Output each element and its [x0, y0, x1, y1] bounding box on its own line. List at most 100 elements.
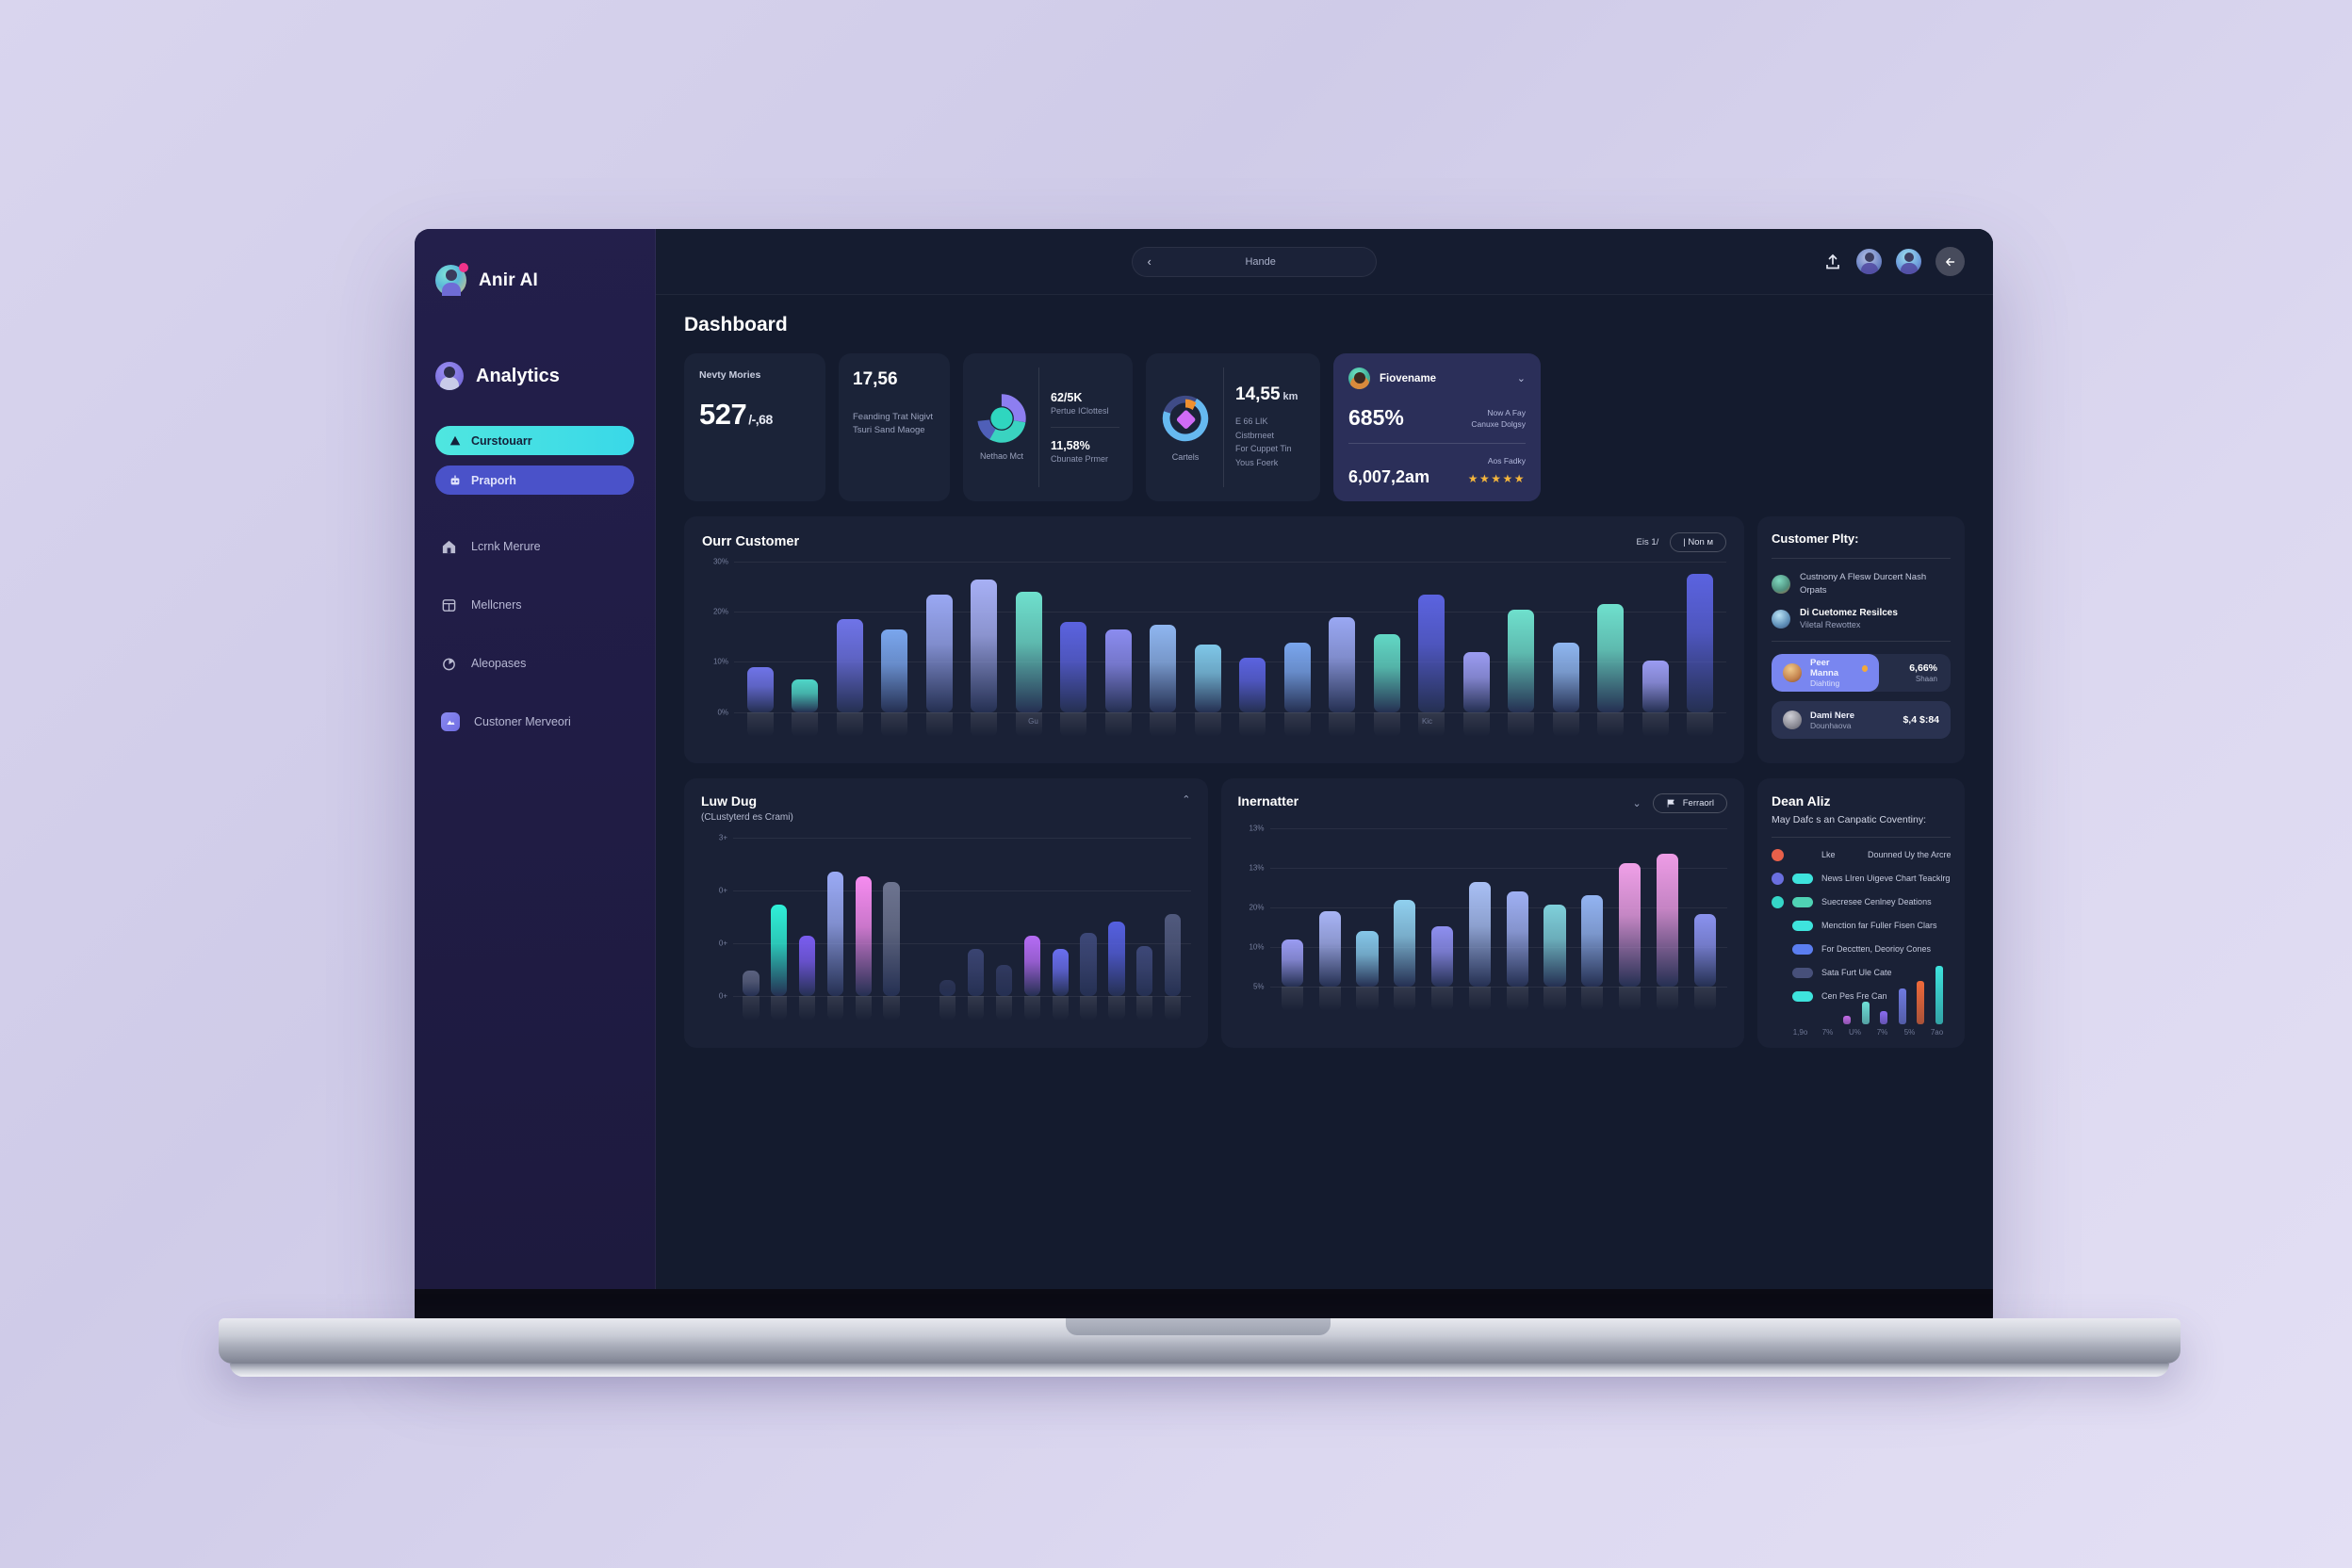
bar-column[interactable] [1499, 562, 1544, 737]
kpi-value-wrap: 14,55 km [1235, 384, 1307, 405]
mini-bar-column[interactable] [1878, 966, 1890, 1025]
chart-range-label[interactable]: Eis 1/ [1636, 536, 1659, 547]
kpi-card-donut-stats[interactable]: Nethao Mct 62/5K Pertue IClottesl [963, 353, 1133, 501]
bar-column[interactable] [1454, 562, 1499, 737]
bar-column[interactable] [783, 562, 828, 738]
bar [1023, 936, 1041, 1021]
bar-column[interactable] [1018, 838, 1046, 1021]
bar-column[interactable] [1648, 828, 1686, 1012]
chevron-left-icon[interactable]: ‹ [1147, 254, 1152, 269]
avatar[interactable] [1856, 249, 1882, 274]
legend-item[interactable]: News LIren Uigeve Chart Teacklrg [1772, 872, 1951, 885]
bar-column[interactable] [873, 562, 918, 737]
legend-item[interactable]: Lke Dounned Uy the Arcreon [1772, 848, 1951, 861]
bar-column[interactable] [1410, 562, 1455, 737]
bar-column[interactable] [1574, 828, 1611, 1012]
bar-column[interactable] [1046, 838, 1074, 1021]
bar-column[interactable] [793, 838, 822, 1021]
bar-column[interactable] [738, 562, 783, 737]
avatar[interactable] [1896, 249, 1921, 274]
bar-column[interactable] [1131, 838, 1159, 1021]
back-button[interactable] [1936, 247, 1965, 276]
legend-item[interactable]: Menction far Fuller Fisen Clars [1772, 919, 1951, 932]
chevron-up-icon[interactable]: ⌃ [1182, 794, 1191, 807]
legend-item[interactable]: Suecresee Cenlney Deations [1772, 895, 1951, 908]
legend-item[interactable]: For Decctten, Deorioy Cones [1772, 942, 1951, 956]
chevron-down-icon[interactable]: ⌄ [1516, 373, 1526, 384]
search-value: Hande [1245, 255, 1276, 268]
legend-item[interactable]: Sata Furt Ule Cate [1772, 966, 1951, 979]
kpi-card-cartels[interactable]: Cartels 14,55 km E 66 LIK Cistbrneet [1146, 353, 1320, 501]
sidebar-pill-report[interactable]: Praporh [435, 466, 634, 495]
bar-column[interactable] [1424, 828, 1462, 1012]
mini-bar-column[interactable] [1897, 966, 1909, 1025]
chevron-left-icon[interactable]: ⌄ [1632, 798, 1642, 810]
forward-button[interactable]: Ferraorl [1652, 793, 1727, 814]
brand[interactable]: Anir AI [435, 263, 634, 296]
bar-column[interactable] [1074, 838, 1102, 1021]
bar-column[interactable] [1159, 838, 1187, 1021]
track-name-wrap: Peer Manna [1810, 658, 1868, 678]
bar-column[interactable] [962, 562, 1007, 737]
bar-column[interactable] [765, 838, 793, 1021]
bar-column[interactable] [934, 838, 962, 1021]
list-item[interactable]: Custnony A Flesw Durcert Nash Orpats [1772, 571, 1951, 597]
bar-column[interactable] [1461, 828, 1498, 1012]
bar-column[interactable] [1686, 828, 1723, 1012]
upload-icon[interactable] [1823, 253, 1842, 271]
bar-column[interactable] [1678, 562, 1723, 737]
avatar [1783, 663, 1802, 683]
bar-column[interactable] [1275, 562, 1320, 737]
bar-column[interactable] [1320, 562, 1365, 737]
bar-column[interactable] [1141, 562, 1186, 737]
bar-column[interactable] [1185, 562, 1231, 737]
bar-column[interactable] [1536, 828, 1574, 1012]
bar-column[interactable] [877, 838, 906, 1021]
profile-card[interactable]: Fiovename ⌄ 685% Now A Fay Canuxe Dolgsy [1333, 353, 1541, 501]
divider [1038, 368, 1039, 487]
search-input[interactable]: ‹ Hande [1131, 246, 1377, 277]
bar-column[interactable] [822, 838, 850, 1021]
bar-column[interactable] [1589, 562, 1634, 737]
bar-column[interactable] [1006, 562, 1052, 737]
kpi-card-nevty-mories[interactable]: Nevty Mories 527 /-,68 [684, 353, 825, 501]
bar-column[interactable] [1386, 828, 1424, 1012]
bar-column[interactable] [1348, 828, 1386, 1011]
sidebar-pill-customer[interactable]: Curstouarr [435, 426, 634, 455]
bar-column[interactable] [962, 838, 990, 1021]
bar-column[interactable] [990, 838, 1019, 1021]
bar-column[interactable] [1096, 562, 1141, 737]
gridlines [734, 561, 1726, 713]
sidebar-item-mellcners[interactable]: Mellcners [435, 584, 634, 626]
kpi-card-feanding[interactable]: 17,56 Feanding Trat Nigivt Tsuri Sand Ma… [839, 353, 950, 501]
sidebar-item-custoner-merveori[interactable]: Custoner Merveori [435, 701, 634, 743]
sidebar-item-aleopases[interactable]: Aleopases [435, 643, 634, 684]
bar-column[interactable] [1498, 828, 1536, 1012]
divider [1772, 837, 1951, 839]
mini-bar-column[interactable] [1934, 966, 1946, 1025]
track-row-highlighted[interactable]: Peer Manna Diahting 6,66% Shaan [1772, 654, 1951, 693]
bar-column[interactable] [1102, 838, 1131, 1021]
list-item[interactable]: Di Cuetomez Resilces Viletal Rewottex [1772, 608, 1951, 629]
bar-column[interactable] [1311, 828, 1348, 1011]
bar [1506, 891, 1528, 1012]
bar-column[interactable] [1052, 562, 1097, 737]
legend-item[interactable]: Cen Pes Fre Can [1772, 989, 1951, 1003]
bar-column[interactable] [827, 562, 873, 737]
bar-column[interactable] [1633, 562, 1678, 738]
bar-column[interactable] [917, 562, 962, 737]
sidebar-item-lcrnk-merure[interactable]: Lcrnk Merure [435, 526, 634, 567]
bar-column[interactable] [906, 838, 934, 996]
chart-filter-button[interactable]: | Non ᴍ [1670, 531, 1726, 552]
bar-column[interactable] [1364, 562, 1410, 737]
track-row[interactable]: Dami Nere Dounhaova $,4 $:84 [1772, 701, 1951, 740]
mini-bar-column[interactable] [1841, 966, 1854, 1025]
bar-column[interactable] [737, 838, 765, 1021]
bar-column[interactable] [1231, 562, 1276, 737]
mini-bar-column[interactable] [1860, 966, 1872, 1025]
bar-column[interactable] [1274, 828, 1312, 1012]
bar-column[interactable] [1611, 828, 1649, 1012]
bar-column[interactable] [1544, 562, 1589, 737]
mini-bar-column[interactable] [1915, 966, 1927, 1025]
bar-column[interactable] [849, 838, 877, 1021]
